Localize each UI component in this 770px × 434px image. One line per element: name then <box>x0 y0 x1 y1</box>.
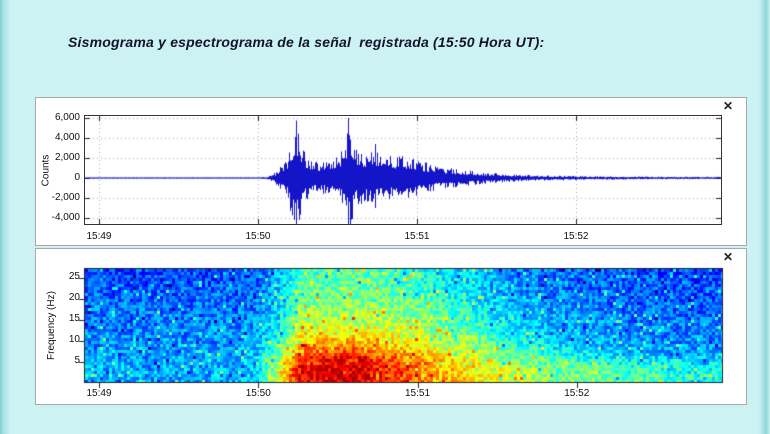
y-tick-label: 2,000 <box>54 152 80 163</box>
y-tick-label: 6,000 <box>54 112 80 123</box>
close-icon[interactable]: ✕ <box>722 250 733 264</box>
x-tick-label: 15:49 <box>86 231 112 242</box>
y-tick-label: 10 <box>68 334 80 346</box>
y-tick-label: -4,000 <box>51 212 80 223</box>
slide-left-border <box>0 0 10 434</box>
y-tick-label: 20 <box>68 292 80 304</box>
x-tick-label: 15:51 <box>404 388 431 399</box>
y-tick-label: 15 <box>68 313 80 325</box>
y-tick-label: 4,000 <box>54 132 80 143</box>
y-tick-label: 0 <box>74 172 80 183</box>
x-tick-label: 15:49 <box>86 388 112 399</box>
y-tick-label: 5 <box>74 355 80 367</box>
x-tick-label: 15:52 <box>563 231 589 242</box>
slide-right-border <box>757 0 770 434</box>
x-tick-label: 15:51 <box>404 231 430 242</box>
spectrogram-window: ✕ Frequency (Hz) 25 20 15 10 5 15:49 15:50 15:5… <box>35 248 747 405</box>
spectrogram-heatmap-canvas <box>77 265 728 391</box>
seismogram-window: ✕ Counts 6,000 4,000 2,000 0 -2,000 -4,000 15:… <box>35 97 747 246</box>
page-title: Sismograma y espectrograma de la señal r… <box>68 34 545 50</box>
y-tick-label: -2,000 <box>51 192 80 203</box>
y-tick-label: 25 <box>68 271 80 283</box>
close-icon[interactable]: ✕ <box>722 99 733 113</box>
seismogram-plot-canvas <box>84 115 722 225</box>
x-tick-label: 15:50 <box>245 231 271 242</box>
x-tick-label: 15:50 <box>245 388 271 399</box>
x-tick-label: 15:52 <box>564 388 590 399</box>
